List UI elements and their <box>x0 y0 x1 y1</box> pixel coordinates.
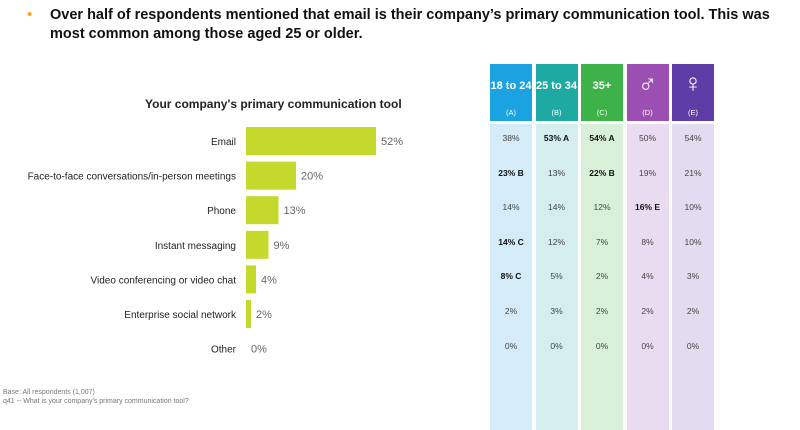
column-body: 54% 21% 10% 10% 3% 2% 0% <box>672 124 714 430</box>
table-cell: 12% <box>547 236 565 247</box>
table-cell: 2% <box>595 271 609 282</box>
table-cell: 21% <box>684 167 702 178</box>
table-cell: 3% <box>550 306 563 316</box>
table-cell: 2% <box>641 306 654 316</box>
table-cell: 54% A <box>589 133 615 143</box>
column-header: 25 to 34 (B) <box>535 64 578 121</box>
column-header: 35+ (C) <box>581 64 623 121</box>
bar-value-label: 2% <box>256 309 272 321</box>
bar-value-label: 13% <box>284 205 306 217</box>
table-cell: 14% <box>502 202 520 213</box>
column-header: ♂ (D) <box>626 64 669 121</box>
column-body: 54% A 22% B 12% 7% 2% 2% 0% <box>581 124 623 430</box>
table-cell: 38% <box>502 133 520 143</box>
headline: Over half of respondents mentioned that … <box>50 7 770 42</box>
bar <box>246 161 296 190</box>
bar <box>246 300 251 328</box>
table-cell: 0% <box>595 340 609 351</box>
column-letter: (E) <box>688 108 698 117</box>
table-cell: 13% <box>547 167 565 178</box>
bullet-icon: • <box>27 6 33 23</box>
table-cell: 0% <box>686 340 700 351</box>
table-cell: 53% A <box>543 133 570 143</box>
bar-category-label: Face-to-face conversations/in-person mee… <box>28 172 236 183</box>
column-label: 35+ <box>592 80 612 92</box>
table-cell: 14% C <box>498 236 524 247</box>
column-label: 25 to 34 <box>536 80 577 92</box>
bar-chart: Email 52% Face-to-face conversations/in-pe… <box>28 127 403 356</box>
bar-category-label: Phone <box>207 206 236 217</box>
column-letter: (D) <box>642 108 653 117</box>
female-icon: ♀ <box>683 68 703 98</box>
table-cell: 8% <box>641 236 654 247</box>
column-body: 38% 23% B 14% 14% C 8% C 2% 0% <box>490 124 532 430</box>
table-cell: 22% B <box>589 167 615 178</box>
table-cell: 16% E <box>634 202 661 213</box>
bar <box>246 196 279 225</box>
footnote-question: q41 -- What is your company's primary co… <box>3 398 189 405</box>
bar-category-label: Enterprise social network <box>124 310 237 321</box>
table-cell: 2% <box>595 306 609 316</box>
bar-value-label: 20% <box>301 171 323 183</box>
table-cell: 5% <box>550 271 563 282</box>
table-cell: 14% <box>547 202 565 213</box>
bar <box>246 265 256 294</box>
table-cell: 23% B <box>498 167 524 178</box>
column-letter: (B) <box>551 108 562 117</box>
bar-category-label: Video conferencing or video chat <box>91 275 237 286</box>
table-cell: 19% <box>638 167 656 178</box>
table-cell: 3% <box>686 271 700 282</box>
table-cell: 0% <box>504 340 518 351</box>
bar <box>246 127 376 155</box>
table-cell: 50% <box>638 133 656 143</box>
chart-title: Your company's primary communication too… <box>145 97 402 111</box>
column-letter: (A) <box>506 108 516 117</box>
bar-category-label: Email <box>211 137 236 148</box>
table-cell: 4% <box>641 271 654 282</box>
table-cell: 2% <box>686 306 700 316</box>
column-letter: (C) <box>596 108 608 117</box>
column-header: 18 to 24 (A) <box>490 64 532 121</box>
bar-value-label: 0% <box>251 344 267 356</box>
table-cell: 0% <box>641 340 654 351</box>
bar-value-label: 9% <box>274 240 290 252</box>
column-body: 50% 19% 16% E 8% 4% 2% 0% <box>626 124 669 430</box>
table-cell: 10% <box>684 236 702 247</box>
bar-category-label: Instant messaging <box>155 241 236 252</box>
table-cell: 12% <box>593 202 611 213</box>
column-header: ♀ (E) <box>672 64 714 121</box>
bar-category-label: Other <box>211 345 237 356</box>
footnote-base: Base: All respondents (1,007) <box>3 389 95 396</box>
column-body: 53% A 13% 14% 12% 5% 3% 0% <box>535 124 578 430</box>
table-cell: 0% <box>550 340 563 351</box>
bar-value-label: 52% <box>381 136 403 148</box>
column-label: 18 to 24 <box>490 80 532 92</box>
table-cell: 10% <box>684 202 702 213</box>
table-cell: 7% <box>595 236 609 247</box>
bar-value-label: 4% <box>261 274 277 286</box>
male-icon: ♂ <box>637 68 658 98</box>
table-cell: 54% <box>684 133 702 143</box>
bar <box>246 230 269 259</box>
table-cell: 8% C <box>500 271 522 282</box>
table-cell: 2% <box>504 306 518 316</box>
